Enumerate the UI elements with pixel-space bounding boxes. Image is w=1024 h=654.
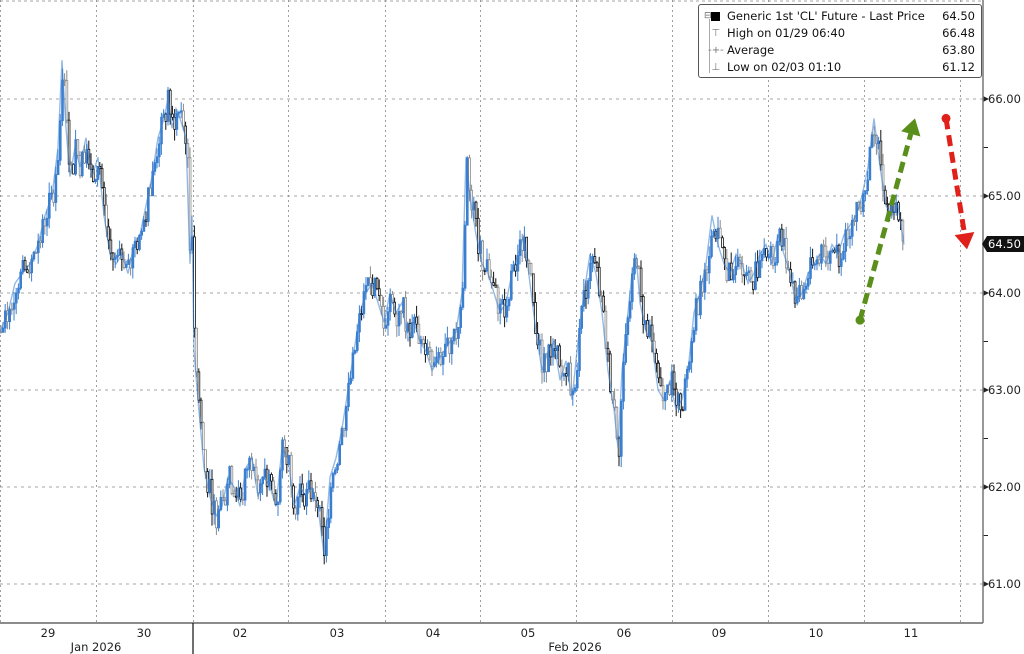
- legend-item-high[interactable]: ⊤ High on 01/29 06:40 66.48: [705, 26, 975, 40]
- average-marker-icon: -+-: [705, 45, 724, 56]
- legend-item-average[interactable]: -+- Average 63.80: [705, 43, 975, 57]
- y-tick-61: 61.00: [988, 577, 1021, 591]
- chart-axes: [0, 0, 984, 654]
- x-tick-10: 10: [808, 626, 824, 640]
- legend-tree-line: [709, 19, 710, 73]
- chart-gridlines: [0, 0, 989, 623]
- x-tick-29: 29: [40, 626, 56, 640]
- x-month-feb: Feb 2026: [548, 640, 602, 654]
- x-tick-02: 02: [232, 626, 248, 640]
- x-tick-04: 04: [425, 626, 441, 640]
- low-marker-icon: ⊥: [705, 62, 721, 73]
- high-marker-icon: ⊤: [705, 28, 721, 39]
- x-tick-06: 06: [616, 626, 632, 640]
- x-tick-05: 05: [520, 626, 536, 640]
- y-tick-62: 62.00: [988, 480, 1021, 494]
- x-tick-03: 03: [329, 626, 345, 640]
- x-tick-30: 30: [136, 626, 152, 640]
- x-tick-11: 11: [903, 626, 919, 640]
- y-tick-63: 63.00: [988, 383, 1021, 397]
- y-tick-66: 66.00: [988, 92, 1021, 106]
- last-price-badge: 64.50: [982, 236, 1024, 252]
- x-tick-09: 09: [711, 626, 727, 640]
- candlestick-series: [0, 60, 905, 565]
- legend-item-last-price[interactable]: ⊟ Generic 1st 'CL' Future - Last Price 6…: [704, 8, 975, 25]
- y-tick-64: 64.00: [988, 286, 1021, 300]
- legend-item-low[interactable]: ⊥ Low on 02/03 01:10 61.12: [705, 60, 975, 74]
- annotation-arrows: [855, 113, 975, 325]
- black-square-icon: ⊟: [704, 8, 727, 25]
- x-month-jan: Jan 2026: [70, 640, 122, 654]
- chart-legend: ⊟ Generic 1st 'CL' Future - Last Price 6…: [698, 4, 982, 78]
- y-tick-65: 65.00: [988, 189, 1021, 203]
